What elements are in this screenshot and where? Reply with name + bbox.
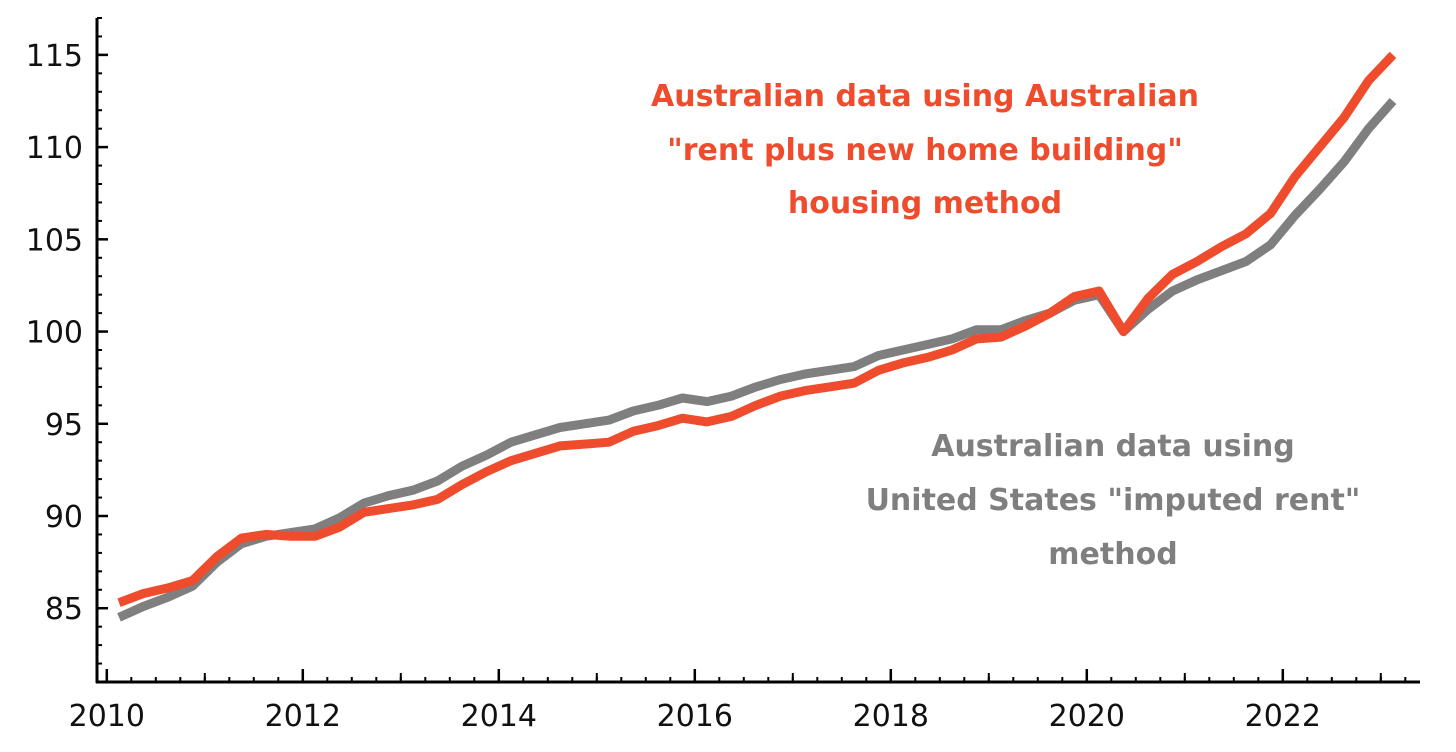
y-tick-label: 90	[45, 500, 83, 535]
x-tick-label: 2012	[265, 699, 341, 734]
series-layer	[117, 51, 1397, 622]
y-tick-label: 100	[26, 316, 83, 351]
x-tick-label: 2020	[1049, 699, 1125, 734]
y-tick-label: 105	[26, 223, 83, 258]
y-tick-label: 95	[45, 408, 83, 443]
y-tick-label: 110	[26, 131, 83, 166]
axes: 85 90 95 100 105 110 115 2010 2012 2014 2016 2018 20…	[26, 17, 1420, 734]
series-line-australian-method	[117, 51, 1397, 607]
annotation-australian-method-line-2: "rent plus new home building"	[667, 133, 1183, 168]
x-tick-label: 2022	[1245, 699, 1321, 734]
y-tick-label: 85	[45, 592, 83, 627]
y-tick-label: 115	[26, 39, 83, 74]
annotation-us-method-line-2: United States "imputed rent"	[866, 483, 1361, 518]
x-tick-label: 2010	[69, 699, 145, 734]
annotation-us-method-line-3: method	[1048, 537, 1177, 572]
annotation-australian-method-line-3: housing method	[788, 186, 1062, 221]
annotation-us-method-line-1: Australian data using	[931, 429, 1295, 464]
annotation-australian-method-line-1: Australian data using Australian	[651, 79, 1199, 114]
x-tick-label: 2014	[461, 699, 537, 734]
x-tick-label: 2016	[657, 699, 733, 734]
series-line-us-imputed-rent-method	[117, 98, 1397, 622]
x-tick-label: 2018	[853, 699, 929, 734]
